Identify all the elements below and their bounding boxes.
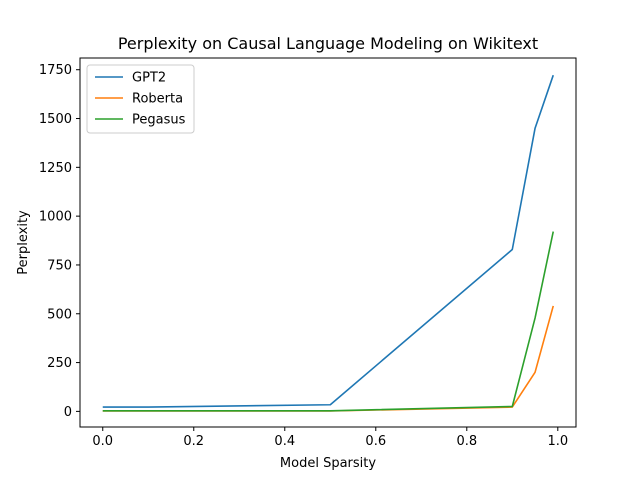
- x-tick-label: 0.4: [274, 434, 295, 449]
- series-layer: [102, 74, 555, 412]
- y-tick-label: 1250: [39, 161, 72, 176]
- y-tick-label: 0: [64, 405, 72, 420]
- y-tick-label: 250: [47, 356, 72, 371]
- legend: GPT2 Roberta Pegasus: [86, 64, 195, 134]
- legend-label-pegasus: Pegasus: [132, 113, 186, 128]
- legend-label-roberta: Roberta: [132, 92, 183, 107]
- x-tick-label: 1.0: [547, 434, 568, 449]
- y-axis-label: Perplexity: [16, 210, 31, 275]
- x-tick-label: 0.2: [183, 434, 204, 449]
- series-line-pegasus: [102, 231, 555, 412]
- y-tick-label: 1750: [39, 63, 72, 78]
- y-tick-label: 1500: [39, 112, 72, 127]
- series-line-gpt2: [102, 74, 555, 408]
- y-axis: 0 250 500 750 1000 1250 1500 1750: [39, 63, 80, 420]
- y-tick-label: 750: [47, 258, 72, 273]
- y-tick-label: 500: [47, 307, 72, 322]
- x-axis-label: Model Sparsity: [280, 456, 376, 471]
- x-tick-label: 0.6: [365, 434, 386, 449]
- x-tick-label: 0.0: [92, 434, 113, 449]
- y-tick-label: 1000: [39, 210, 72, 225]
- x-axis: 0.0 0.2 0.4 0.6 0.8 1.0: [92, 427, 568, 449]
- legend-box: [86, 64, 195, 134]
- plot-frame: [79, 57, 577, 428]
- plot-area: [79, 57, 577, 428]
- chart-title: Perplexity on Causal Language Modeling o…: [118, 34, 538, 53]
- x-tick-label: 0.8: [456, 434, 477, 449]
- legend-label-gpt2: GPT2: [132, 71, 166, 86]
